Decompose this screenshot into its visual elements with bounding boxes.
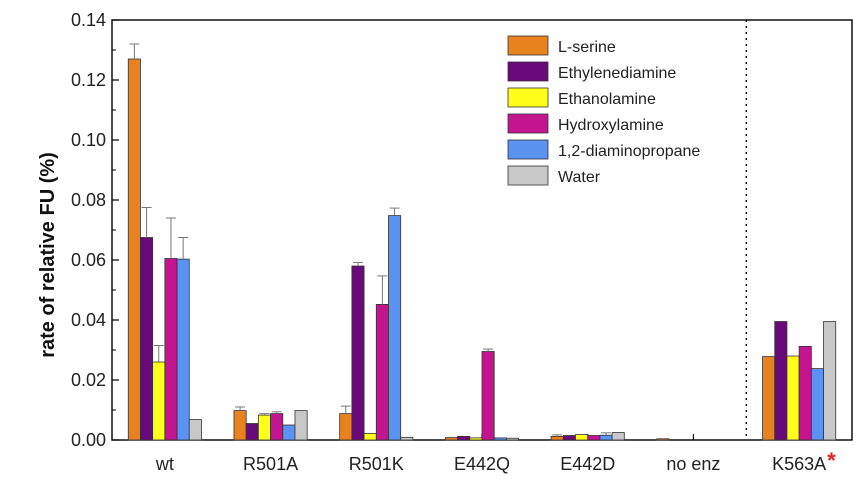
- y-tick-label: 0.00: [71, 430, 106, 450]
- bar: [152, 361, 166, 441]
- bar: [481, 351, 495, 441]
- legend-label: Hydroxylamine: [558, 117, 664, 134]
- bar: [493, 437, 507, 441]
- y-tick-label: 0.06: [71, 250, 106, 270]
- x-tick-label: R501K: [349, 454, 404, 474]
- bar: [469, 437, 483, 441]
- x-tick-label: wt: [155, 454, 174, 474]
- bar: [282, 424, 296, 441]
- bar: [245, 423, 259, 441]
- bar: [400, 436, 414, 441]
- bar: [774, 321, 788, 441]
- bar: [233, 410, 247, 441]
- legend-label: Ethylenediamine: [558, 65, 676, 82]
- bar: [611, 432, 625, 441]
- bar: [599, 434, 613, 441]
- y-tick-label: 0.04: [71, 310, 106, 330]
- legend-swatch: [507, 113, 549, 134]
- y-tick-label: 0.08: [71, 190, 106, 210]
- bar: [550, 435, 564, 441]
- bar: [562, 435, 576, 441]
- y-tick-label: 0.14: [71, 10, 106, 30]
- bar: [294, 410, 308, 441]
- y-tick-label: 0.02: [71, 370, 106, 390]
- bar: [164, 258, 178, 441]
- bar: [188, 419, 202, 441]
- bar: [270, 413, 284, 441]
- bar: [575, 434, 589, 441]
- x-tick-label: K563A: [772, 454, 826, 474]
- x-tick-label: no enz: [666, 454, 720, 474]
- axes: 0.00 0.02 0.04 0.06 0.08 0.10 0.12 0.14 wt R501A R…: [71, 10, 853, 474]
- bar: [656, 438, 670, 441]
- bar: [363, 432, 377, 441]
- bar: [457, 435, 471, 441]
- legend-label: L-serine: [558, 39, 616, 56]
- y-tick-label: 0.12: [71, 70, 106, 90]
- significance-asterisk: *: [827, 448, 836, 473]
- bar: [127, 58, 141, 441]
- bar: [587, 435, 601, 441]
- x-tick-label: E442D: [560, 454, 615, 474]
- y-axis-label: rate of relative FU (%): [37, 152, 59, 358]
- bar: [351, 265, 365, 441]
- legend-label: Ethanolamine: [558, 91, 656, 108]
- bar: [786, 355, 800, 441]
- bar: [176, 258, 190, 441]
- bar: [444, 437, 458, 441]
- bar: [140, 237, 154, 441]
- y-tick-label: 0.10: [71, 130, 106, 150]
- bar: [823, 321, 837, 441]
- legend-swatch: [507, 35, 549, 56]
- bar: [798, 345, 812, 441]
- bar: [762, 356, 776, 441]
- legend-swatch: [507, 61, 549, 82]
- bar: [257, 414, 271, 441]
- legend: L-serine Ethylenediamine Ethanolamine Hydro…: [507, 35, 700, 186]
- bar: [810, 368, 824, 441]
- legend-label: 1,2-diaminopropane: [558, 143, 700, 160]
- x-tick-label: E442Q: [454, 454, 510, 474]
- bar: [505, 437, 519, 441]
- x-tick-label: R501A: [243, 454, 298, 474]
- bar: [375, 303, 389, 441]
- bar: [388, 215, 402, 441]
- bar: [339, 413, 353, 441]
- legend-label: Water: [558, 169, 601, 186]
- legend-swatch: [507, 87, 549, 108]
- legend-swatch: [507, 139, 549, 160]
- bars: [127, 43, 837, 441]
- legend-swatch: [507, 165, 549, 186]
